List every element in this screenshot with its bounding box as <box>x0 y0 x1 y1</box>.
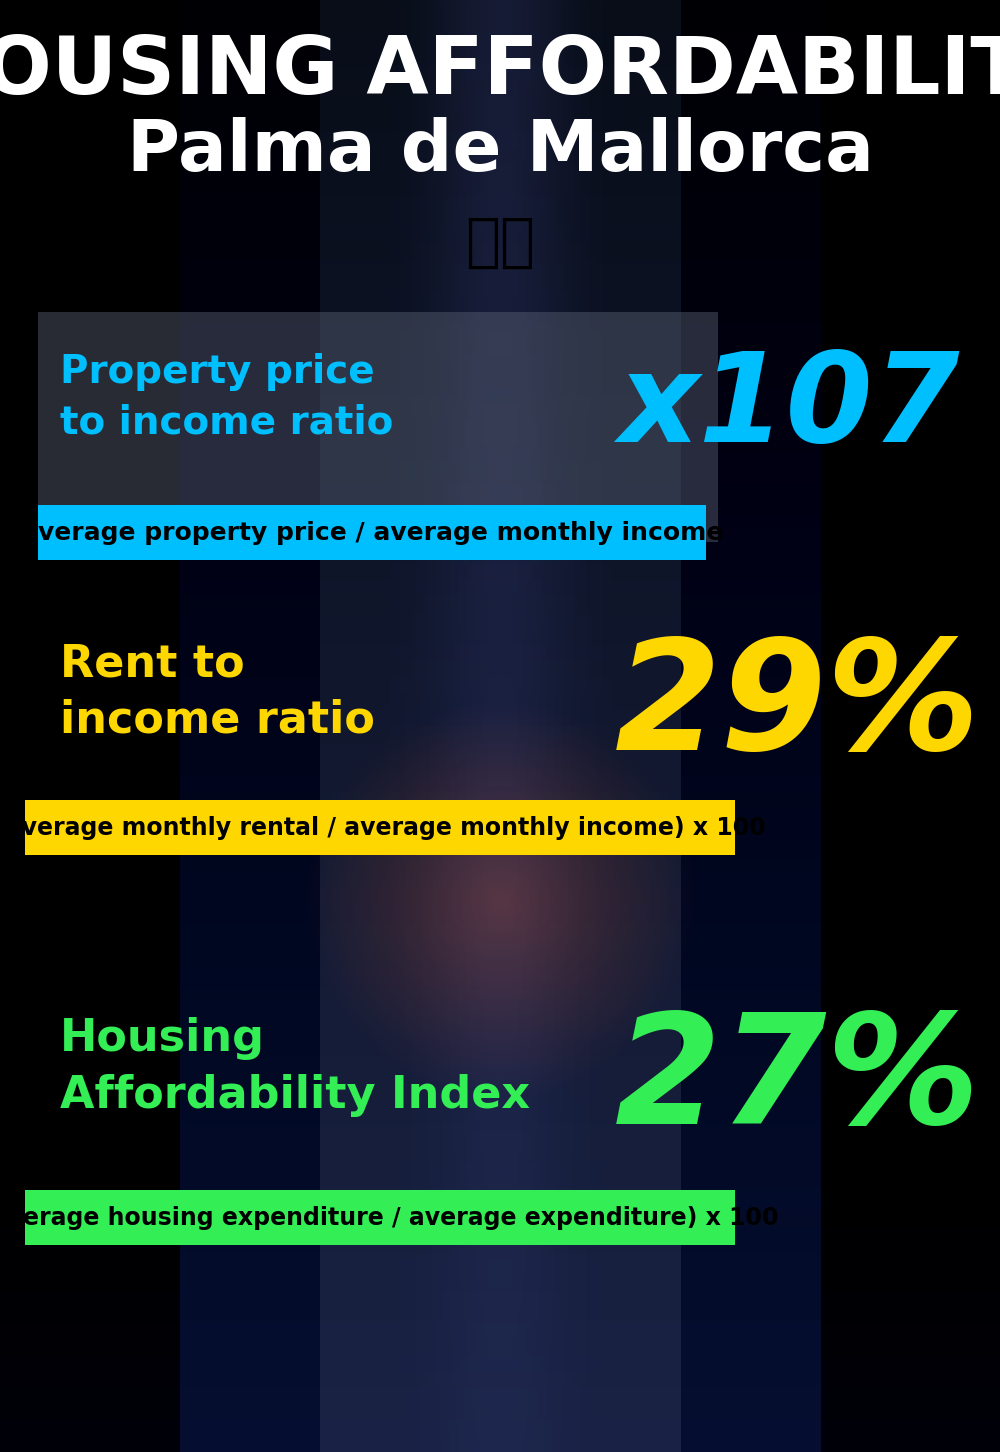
FancyBboxPatch shape <box>38 505 706 560</box>
Text: Property price
to income ratio: Property price to income ratio <box>60 353 393 441</box>
Text: 🇪🇸: 🇪🇸 <box>465 213 535 270</box>
FancyBboxPatch shape <box>38 312 718 542</box>
Text: 29%: 29% <box>614 633 980 781</box>
Text: HOUSING AFFORDABILITY: HOUSING AFFORDABILITY <box>0 33 1000 110</box>
Text: 27%: 27% <box>614 1008 980 1156</box>
Text: Palma de Mallorca: Palma de Mallorca <box>127 118 873 186</box>
FancyBboxPatch shape <box>25 800 735 855</box>
Text: (average housing expenditure / average expenditure) x 100: (average housing expenditure / average e… <box>0 1207 779 1230</box>
Text: (average monthly rental / average monthly income) x 100: (average monthly rental / average monthl… <box>0 816 765 841</box>
FancyBboxPatch shape <box>25 1191 735 1244</box>
Text: Rent to
income ratio: Rent to income ratio <box>60 642 375 742</box>
Text: Housing
Affordability Index: Housing Affordability Index <box>60 1018 530 1117</box>
Text: x107: x107 <box>618 347 960 468</box>
Text: average property price / average monthly income: average property price / average monthly… <box>21 521 723 544</box>
